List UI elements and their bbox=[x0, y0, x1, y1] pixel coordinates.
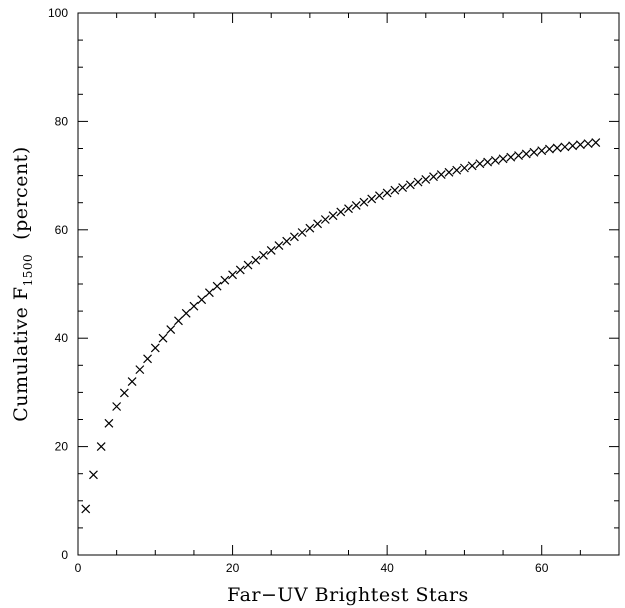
data-point-marker bbox=[575, 140, 585, 150]
y-tick-label: 100 bbox=[48, 6, 68, 20]
data-point-marker bbox=[266, 245, 276, 255]
data-point-marker bbox=[514, 151, 523, 160]
data-point-marker bbox=[552, 143, 562, 153]
data-point-marker bbox=[220, 275, 230, 285]
axis-ticks bbox=[77, 12, 620, 556]
y-tick-label: 60 bbox=[55, 223, 69, 237]
data-point-marker bbox=[521, 149, 531, 159]
data-point-marker bbox=[444, 167, 454, 177]
y-tick-label: 20 bbox=[55, 440, 69, 454]
data-point-marker bbox=[174, 316, 183, 326]
data-point-marker bbox=[429, 172, 438, 182]
data-point-marker bbox=[158, 333, 168, 343]
y-axis-label-main: Cumulative F bbox=[10, 286, 32, 421]
data-point-marker bbox=[591, 138, 601, 147]
data-point-marker bbox=[235, 265, 245, 275]
data-point-marker bbox=[421, 174, 431, 184]
y-axis-label-unit: (percent) bbox=[10, 146, 32, 240]
data-point-marker bbox=[328, 211, 338, 221]
x-tick-label: 60 bbox=[535, 561, 549, 575]
data-point-marker bbox=[189, 301, 199, 311]
data-point-marker bbox=[344, 204, 353, 214]
data-point-marker bbox=[243, 260, 253, 270]
y-tick-label: 0 bbox=[61, 548, 68, 562]
x-tick-label: 0 bbox=[75, 561, 82, 575]
data-point-marker bbox=[460, 163, 469, 173]
y-tick-label: 40 bbox=[55, 331, 69, 345]
data-point-marker bbox=[568, 141, 578, 151]
data-point-marker bbox=[228, 270, 237, 280]
data-point-marker bbox=[351, 200, 361, 210]
data-point-marker bbox=[259, 250, 268, 260]
data-point-marker bbox=[197, 295, 207, 305]
data-point-marker bbox=[529, 147, 539, 157]
data-point-marker bbox=[181, 308, 191, 318]
data-point-marker bbox=[166, 325, 176, 334]
data-point-marker bbox=[119, 388, 129, 398]
data-point-marker bbox=[436, 170, 446, 179]
data-point-marker bbox=[104, 418, 114, 428]
data-point-marker bbox=[89, 470, 98, 480]
x-axis-label: Far−UV Brightest Stars bbox=[227, 584, 469, 606]
data-point-marker bbox=[490, 155, 500, 165]
data-point-marker bbox=[382, 188, 392, 198]
data-point-marker bbox=[537, 146, 547, 156]
data-point-marker bbox=[251, 255, 261, 265]
data-point-marker bbox=[390, 185, 400, 195]
data-point-marker bbox=[452, 165, 462, 175]
y-axis-label-subscript: 1500 bbox=[21, 254, 35, 287]
data-point-marker bbox=[506, 152, 516, 162]
data-point-marker bbox=[282, 236, 292, 246]
data-point-marker bbox=[483, 157, 493, 167]
data-point-marker bbox=[127, 377, 137, 386]
data-point-marker bbox=[336, 207, 346, 217]
data-point-marker bbox=[475, 159, 485, 169]
data-point-marker bbox=[305, 223, 315, 233]
data-point-marker bbox=[560, 142, 570, 152]
data-point-marker bbox=[374, 191, 384, 201]
data-point-marker bbox=[467, 161, 477, 171]
data-point-marker bbox=[143, 354, 152, 364]
data-point-marker bbox=[359, 197, 369, 207]
x-tick-label: 20 bbox=[226, 561, 240, 575]
data-point-marker bbox=[289, 232, 299, 242]
data-point-marker bbox=[367, 194, 377, 204]
data-point-marker bbox=[398, 183, 408, 192]
x-tick-label: 40 bbox=[380, 561, 394, 575]
data-point-marker bbox=[204, 288, 214, 298]
data-point-marker bbox=[405, 180, 415, 190]
data-markers bbox=[81, 138, 601, 514]
data-point-marker bbox=[135, 365, 145, 375]
tick-labels: 0 20 40 60 0 20 40 60 80 100 bbox=[48, 6, 549, 575]
data-point-marker bbox=[81, 504, 91, 514]
data-point-marker bbox=[96, 442, 106, 452]
data-point-marker bbox=[150, 343, 160, 353]
data-point-marker bbox=[112, 402, 122, 411]
data-point-marker bbox=[313, 219, 323, 229]
data-point-marker bbox=[320, 215, 330, 224]
data-point-marker bbox=[297, 228, 307, 237]
data-point-marker bbox=[583, 139, 593, 149]
data-point-marker bbox=[498, 154, 508, 164]
y-tick-label: 80 bbox=[55, 114, 69, 128]
data-point-marker bbox=[274, 241, 284, 250]
data-point-marker bbox=[413, 177, 423, 187]
y-axis-label: Cumulative F1500 (percent) bbox=[10, 146, 35, 421]
data-point-marker bbox=[212, 281, 222, 291]
data-point-marker bbox=[545, 144, 554, 154]
plot-frame bbox=[77, 12, 620, 556]
